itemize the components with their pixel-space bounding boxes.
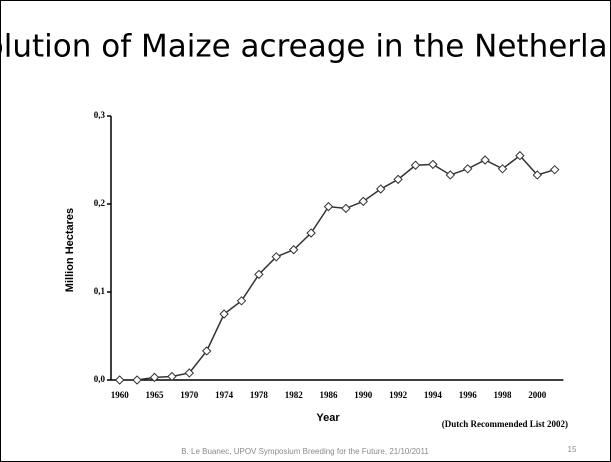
y-tick-label: 0,3 [94, 110, 106, 120]
data-point [445, 170, 456, 180]
x-tick-label: 1974 [215, 390, 234, 400]
y-tick-label: 0,2 [94, 198, 106, 208]
x-tick-label: 1990 [354, 390, 373, 400]
data-point [219, 309, 229, 319]
data-point [236, 296, 247, 306]
x-tick-label: 1992 [389, 390, 408, 400]
footer: B. Le Buanec, UPOV Symposium Breeding fo… [181, 447, 429, 456]
annotation: (Dutch Recommended List 2002) [442, 419, 568, 429]
x-tick-label: 1970 [180, 390, 199, 400]
data-point [288, 245, 299, 255]
x-tick-label: 2000 [528, 390, 547, 400]
data-point [532, 170, 543, 180]
data-point [132, 375, 142, 385]
data-point [271, 252, 282, 262]
page-number: 15 [568, 445, 577, 454]
data-point [184, 368, 195, 378]
data-point [515, 150, 525, 161]
y-axis-label: Million Hectares [64, 208, 76, 292]
x-tick-label: 1960 [111, 390, 130, 400]
data-point [358, 196, 369, 207]
data-point [254, 269, 264, 280]
slide-title: Evolution of Maize acreage in the Nether… [0, 29, 611, 65]
data-point [149, 372, 160, 383]
x-tick-label: 1986 [320, 390, 339, 400]
data-point [375, 184, 386, 194]
data-point [114, 375, 125, 385]
data-point [410, 160, 421, 170]
x-tick-label: 1965 [146, 390, 165, 400]
x-tick-label: 1978 [250, 390, 269, 400]
y-tick-label: 0,1 [94, 286, 106, 296]
x-axis-label: Year [316, 412, 340, 424]
data-point [462, 164, 473, 174]
data-point [341, 203, 351, 214]
data-point [323, 201, 334, 212]
data-point [549, 164, 560, 175]
y-tick-label: 0,0 [94, 374, 106, 384]
data-point [306, 228, 316, 238]
data-point [480, 155, 490, 165]
x-tick-label: 1994 [424, 390, 443, 400]
data-point [428, 159, 438, 170]
data-point [497, 164, 508, 174]
x-tick-label: 1998 [494, 390, 513, 400]
data-point [393, 174, 403, 185]
data-point [167, 371, 177, 382]
x-tick-label: 1982 [285, 390, 304, 400]
x-tick-label: 1996 [459, 390, 478, 400]
data-point [201, 346, 212, 356]
